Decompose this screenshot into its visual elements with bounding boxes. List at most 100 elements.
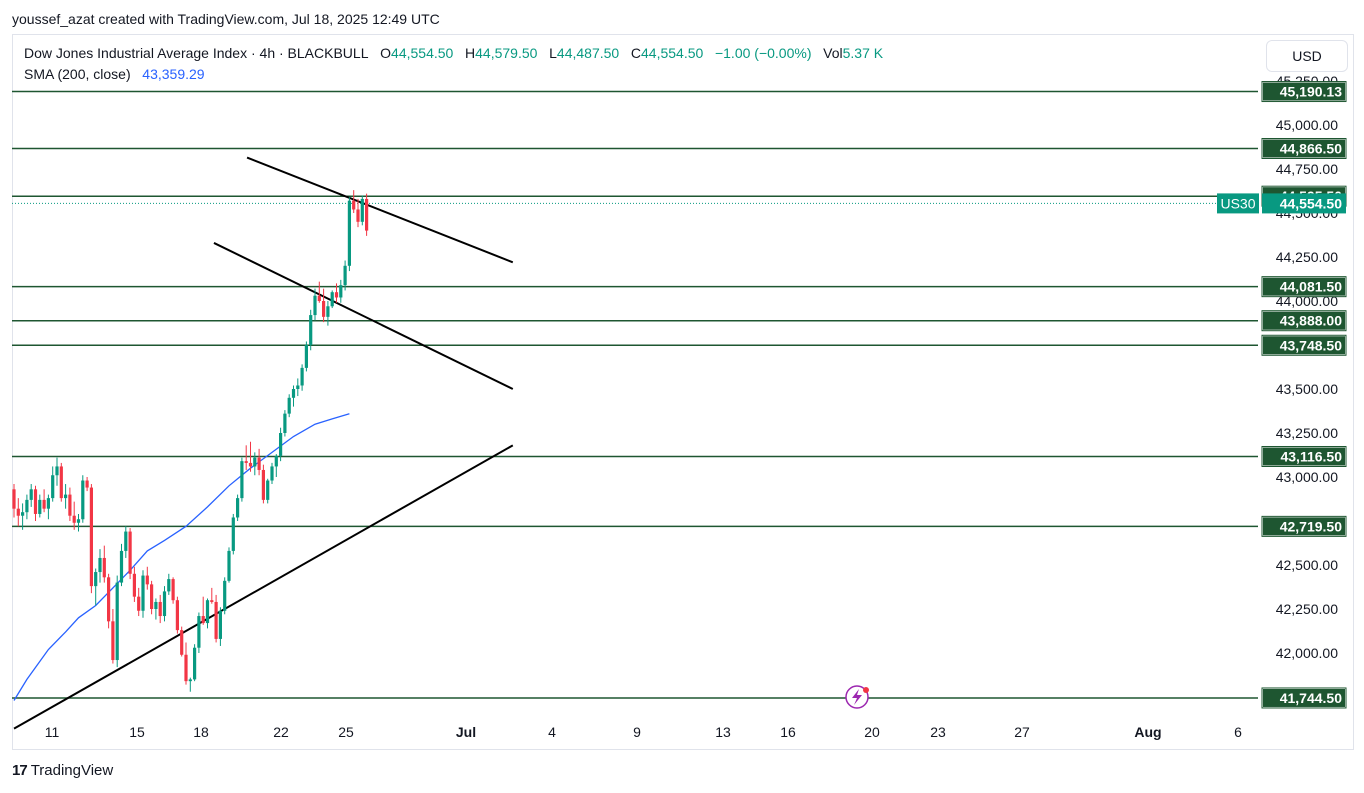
candle-body[interactable] bbox=[16, 508, 20, 516]
candle-body[interactable] bbox=[184, 654, 188, 682]
candle-body[interactable] bbox=[64, 494, 68, 499]
candle-body[interactable] bbox=[29, 489, 33, 500]
candle-body[interactable] bbox=[266, 480, 270, 500]
candle-body[interactable] bbox=[365, 198, 369, 231]
time-tick-label: 15 bbox=[129, 724, 145, 740]
candle-body[interactable] bbox=[205, 600, 210, 624]
level-price-label: 45,190.13 bbox=[1280, 84, 1342, 100]
level-price-fill bbox=[1263, 688, 1345, 707]
candle-body[interactable] bbox=[94, 572, 98, 587]
candle-body[interactable] bbox=[304, 345, 308, 368]
candle-body[interactable] bbox=[150, 584, 154, 609]
candle-body[interactable] bbox=[330, 292, 334, 307]
candle-body[interactable] bbox=[33, 489, 38, 514]
candle-body[interactable] bbox=[193, 647, 197, 680]
candle-body[interactable] bbox=[102, 557, 106, 578]
candle-body[interactable] bbox=[248, 462, 253, 467]
candle-body[interactable] bbox=[240, 461, 244, 499]
candle-body[interactable] bbox=[72, 515, 76, 523]
candle-body[interactable] bbox=[197, 616, 201, 648]
level-price-label: 43,748.50 bbox=[1280, 337, 1342, 353]
candle-body[interactable] bbox=[236, 498, 240, 518]
candle-body[interactable] bbox=[98, 557, 102, 573]
candle-body[interactable] bbox=[279, 433, 283, 456]
candle-body[interactable] bbox=[244, 461, 248, 463]
candle-body[interactable] bbox=[261, 469, 265, 500]
trendline-rising-support[interactable] bbox=[13, 444, 514, 730]
candle-body[interactable] bbox=[124, 531, 128, 551]
candle-body[interactable] bbox=[76, 519, 81, 523]
sma-label[interactable]: SMA (200, close) bbox=[24, 66, 131, 82]
candle-body[interactable] bbox=[59, 466, 63, 499]
symbol-title[interactable]: Dow Jones Industrial Average Index · 4h … bbox=[24, 45, 369, 61]
candle-body[interactable] bbox=[85, 480, 89, 488]
candle-body[interactable] bbox=[283, 413, 287, 433]
last-price-box bbox=[1262, 193, 1346, 214]
time-tick-label: 11 bbox=[45, 724, 60, 740]
candle-body[interactable] bbox=[107, 577, 111, 622]
lightning-icon bbox=[852, 689, 862, 705]
trendline-lower-channel[interactable] bbox=[213, 242, 514, 390]
candle-body[interactable] bbox=[227, 550, 231, 581]
candle-body[interactable] bbox=[145, 575, 149, 585]
candle-body[interactable] bbox=[287, 397, 291, 414]
candle-body[interactable] bbox=[326, 306, 330, 317]
candle-body[interactable] bbox=[180, 630, 184, 655]
candle-body[interactable] bbox=[218, 610, 222, 639]
candle-body[interactable] bbox=[132, 573, 136, 597]
candle-body[interactable] bbox=[270, 466, 274, 481]
candle-body[interactable] bbox=[38, 499, 42, 514]
candle-body[interactable] bbox=[257, 457, 261, 470]
candle-body[interactable] bbox=[137, 596, 141, 611]
candle-body[interactable] bbox=[317, 295, 321, 301]
candle-body[interactable] bbox=[46, 498, 50, 509]
candle-body[interactable] bbox=[360, 198, 364, 222]
candle-body[interactable] bbox=[128, 531, 132, 574]
candle-body[interactable] bbox=[210, 600, 214, 602]
currency-button[interactable]: USD bbox=[1266, 40, 1348, 72]
high-value: 44,579.50 bbox=[475, 45, 538, 61]
candle-body[interactable] bbox=[154, 601, 158, 609]
candle-body[interactable] bbox=[296, 385, 300, 389]
candle-body[interactable] bbox=[231, 517, 235, 551]
time-tick-label: 18 bbox=[193, 724, 209, 740]
candle-body[interactable] bbox=[162, 591, 167, 617]
candle-body[interactable] bbox=[188, 679, 192, 682]
candle-body[interactable] bbox=[347, 200, 351, 266]
candle-body[interactable] bbox=[42, 499, 46, 509]
candle-body[interactable] bbox=[339, 285, 343, 298]
candle-body[interactable] bbox=[356, 209, 360, 222]
candle-body[interactable] bbox=[253, 457, 257, 467]
candle-body[interactable] bbox=[175, 600, 179, 631]
candle-body[interactable] bbox=[291, 389, 296, 398]
candle-body[interactable] bbox=[68, 494, 72, 516]
sma-200-line[interactable] bbox=[13, 413, 350, 701]
candle-body[interactable] bbox=[25, 499, 29, 513]
candle-body[interactable] bbox=[55, 466, 59, 476]
candle-body[interactable] bbox=[201, 616, 205, 624]
candle-body[interactable] bbox=[309, 315, 313, 345]
candle-body[interactable] bbox=[343, 265, 347, 286]
candle-body[interactable] bbox=[313, 295, 317, 316]
candle-body[interactable] bbox=[274, 455, 278, 467]
candle-body[interactable] bbox=[334, 292, 339, 298]
candle-body[interactable] bbox=[300, 367, 304, 386]
candle-body[interactable] bbox=[89, 487, 93, 587]
candle-body[interactable] bbox=[167, 579, 171, 592]
trendline-upper-channel[interactable] bbox=[246, 156, 514, 264]
candle-body[interactable] bbox=[81, 480, 85, 520]
candle-body[interactable] bbox=[51, 475, 55, 499]
candle-body[interactable] bbox=[214, 601, 218, 639]
candle-body[interactable] bbox=[141, 575, 145, 611]
candle-body[interactable] bbox=[115, 582, 119, 661]
candle-body[interactable] bbox=[171, 579, 175, 601]
candle-body[interactable] bbox=[223, 580, 227, 611]
candle-body[interactable] bbox=[12, 489, 16, 509]
candle-body[interactable] bbox=[322, 301, 326, 317]
candle-body[interactable] bbox=[352, 200, 356, 210]
candle-body[interactable] bbox=[158, 601, 162, 617]
candle-body[interactable] bbox=[21, 512, 25, 516]
candle-body[interactable] bbox=[119, 550, 124, 583]
candle-body[interactable] bbox=[111, 621, 115, 661]
